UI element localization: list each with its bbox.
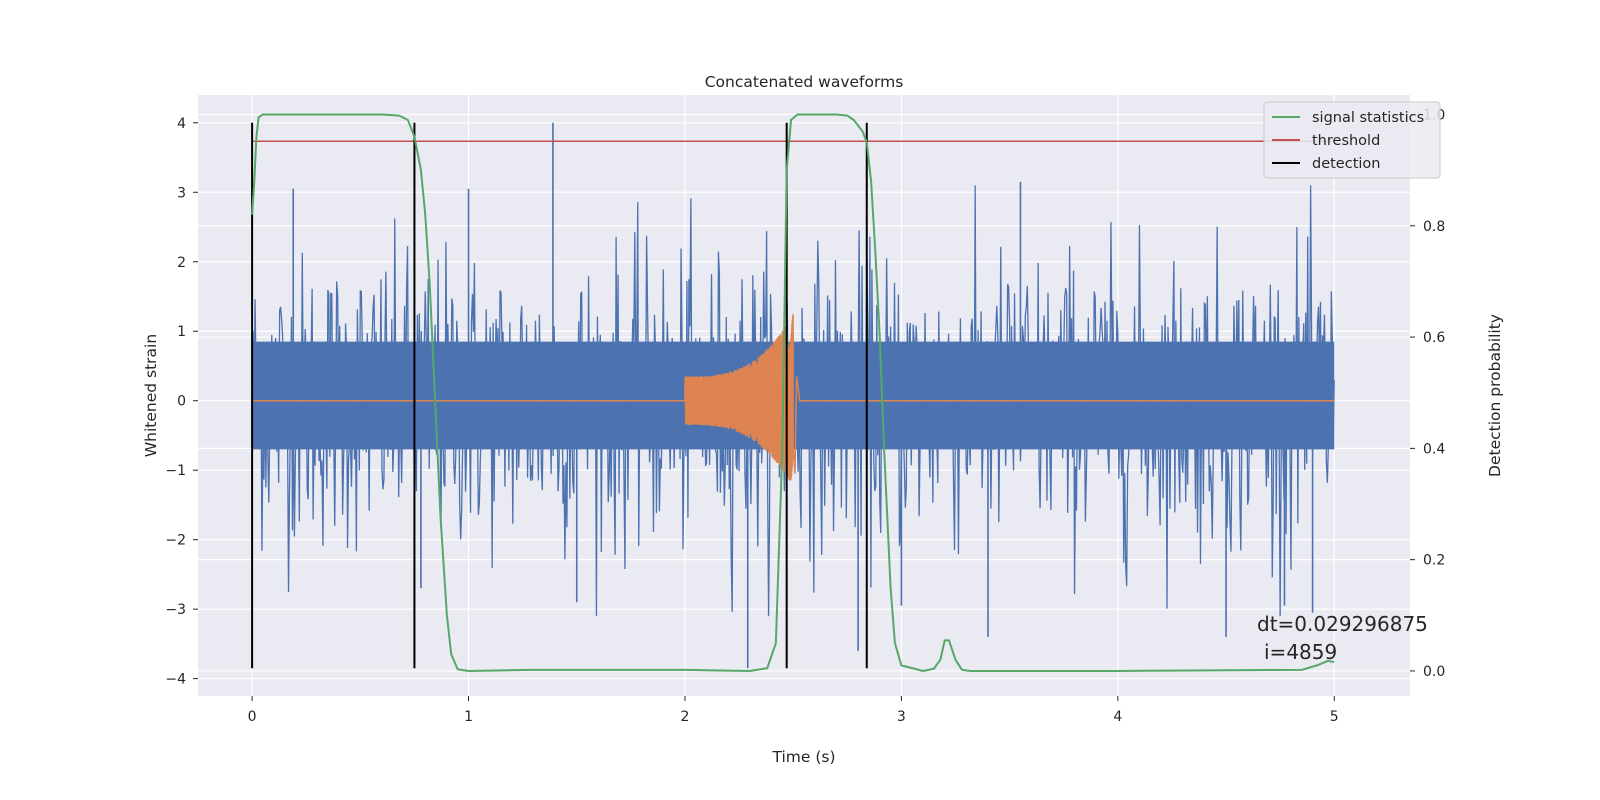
y-tick-label: −3 xyxy=(165,602,186,618)
x-axis-ticks: 0 1 2 3 4 5 xyxy=(248,696,1339,725)
y2-tick-label: 0.4 xyxy=(1423,441,1445,457)
x-tick-label: 2 xyxy=(681,709,690,725)
y-axis-label: Whitened strain xyxy=(142,334,160,457)
legend-label-detection: detection xyxy=(1312,156,1380,172)
y2-tick-label: 0.0 xyxy=(1423,664,1445,680)
legend-label-threshold: threshold xyxy=(1312,133,1380,149)
y-tick-label: 0 xyxy=(177,394,186,410)
legend-box xyxy=(1263,101,1441,179)
x-tick-label: 4 xyxy=(1113,709,1122,725)
y-tick-label: −1 xyxy=(165,463,186,479)
y-tick-label: 4 xyxy=(177,116,186,132)
x-tick-label: 1 xyxy=(464,709,473,725)
chart-title: Concatenated waveforms xyxy=(705,73,904,91)
y2-tick-label: 0.8 xyxy=(1423,219,1445,235)
y2-axis-ticks: 0.00.20.40.60.81.0 xyxy=(1410,107,1445,680)
y-tick-label: 3 xyxy=(177,185,186,201)
y-tick-label: −4 xyxy=(165,672,186,688)
y-tick-label: 1 xyxy=(177,324,186,340)
annotation-index: i=4859 xyxy=(1264,640,1337,664)
plot-series xyxy=(251,113,1335,672)
legend-label-signal-statistics: signal statistics xyxy=(1312,110,1424,126)
template-waveform xyxy=(252,314,1335,481)
y-tick-label: 2 xyxy=(177,255,186,271)
x-tick-label: 3 xyxy=(897,709,906,725)
y-tick-label: −2 xyxy=(165,533,186,549)
legend: signal statistics threshold detection xyxy=(1263,101,1441,179)
x-axis-label: Time (s) xyxy=(771,748,835,766)
y-axis-ticks: −4 −3 −2 −1 0 1 2 3 4 xyxy=(165,116,198,688)
y2-tick-label: 0.2 xyxy=(1423,553,1445,569)
y2-axis-label: Detection probability xyxy=(1486,314,1504,477)
x-tick-label: 5 xyxy=(1330,709,1339,725)
signal-statistics-line xyxy=(251,113,1335,672)
annotation-dt: dt=0.029296875 xyxy=(1257,612,1428,636)
y2-tick-label: 0.6 xyxy=(1423,330,1445,346)
x-tick-label: 0 xyxy=(248,709,257,725)
